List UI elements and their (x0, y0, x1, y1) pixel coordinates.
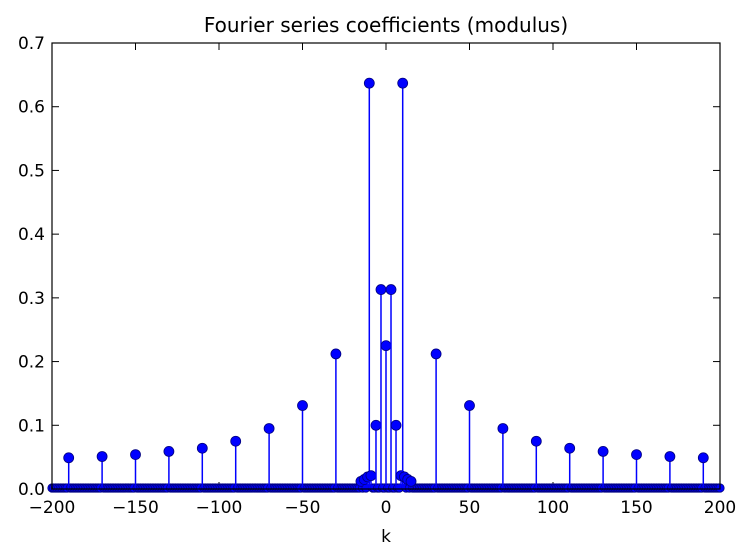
chart-title: Fourier series coefficients (modulus) (204, 13, 568, 37)
stem-marker (397, 77, 409, 89)
x-tick-label: 200 (704, 498, 736, 518)
y-tick-label: 0.2 (18, 353, 45, 373)
y-tick-label: 0.1 (18, 416, 45, 436)
x-tick-label: −50 (285, 498, 321, 518)
x-axis-label: k (381, 527, 391, 547)
y-tick-label: 0.0 (18, 480, 45, 500)
y-tick-label: 0.7 (18, 34, 45, 54)
x-tick-label: −200 (29, 498, 76, 518)
stem-marker (631, 449, 642, 460)
stem-marker (263, 423, 275, 434)
stem-marker (130, 449, 141, 460)
stem-marker (430, 348, 442, 360)
x-tick-label: −150 (112, 498, 159, 518)
stem-marker (564, 442, 576, 454)
stem-marker (297, 400, 308, 411)
x-tick-label: 100 (537, 498, 569, 518)
stem-marker (375, 284, 387, 295)
x-tick-label: 50 (459, 498, 481, 518)
stem-marker (96, 451, 108, 462)
x-tick-label: 0 (381, 498, 392, 518)
stem-marker (63, 452, 75, 464)
stem-marker (363, 77, 375, 89)
y-tick-label: 0.4 (18, 225, 45, 245)
ticks-layer: −200 −150 −100 −50 0 50 100 150 200 0.0 0.1 0.2 0.3 0… (18, 34, 736, 518)
y-tick-label: 0.6 (18, 98, 45, 118)
stem-marker (163, 446, 175, 457)
stem-marker (664, 451, 676, 462)
stem-marker (497, 423, 509, 434)
stem-marker (530, 435, 542, 447)
x-tick-label: −100 (196, 498, 243, 518)
y-tick-label: 0.5 (18, 161, 45, 181)
stem-marker (370, 419, 382, 431)
stem-marker (196, 442, 208, 454)
plot-frame (51, 42, 721, 490)
stem-marker (405, 475, 417, 487)
x-tick-label: 150 (620, 498, 652, 518)
stem-marker (365, 470, 377, 482)
stem-marker (380, 340, 392, 352)
stem-marker (385, 284, 397, 295)
stem-marker (390, 419, 402, 431)
stem-marker (697, 452, 709, 464)
stem-marker (330, 348, 342, 360)
stem-marker (597, 446, 609, 457)
stem-marker (230, 435, 242, 447)
y-tick-label: 0.3 (18, 289, 45, 309)
stems-layer (47, 77, 725, 493)
stem-marker (464, 400, 475, 411)
